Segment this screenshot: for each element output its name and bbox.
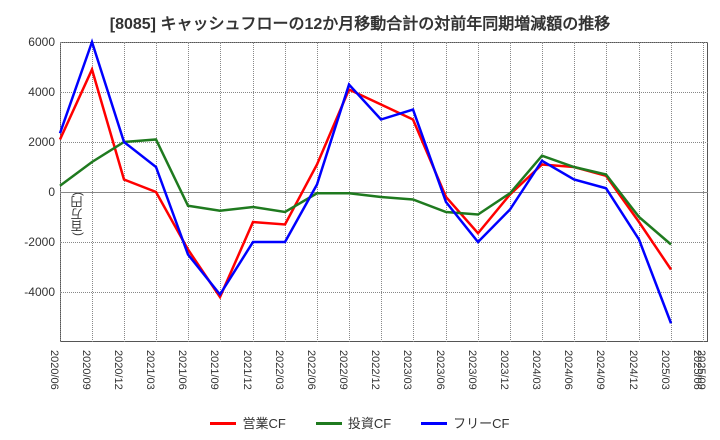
free-cf-swatch	[421, 422, 447, 425]
x-label-9: 2022/09	[337, 350, 349, 390]
x-label-11: 2023/03	[401, 350, 413, 390]
investing-cf-line[interactable]	[60, 140, 671, 245]
free-cf-line[interactable]	[60, 42, 671, 323]
legend-item-operating-cf[interactable]: 営業CF	[210, 417, 285, 430]
free-cf-label: フリーCF	[453, 417, 509, 430]
x-label-12: 2023/06	[434, 350, 446, 390]
y-tick-3: 0	[10, 185, 55, 199]
x-label-8: 2022/06	[305, 350, 317, 390]
data-lines-svg	[60, 42, 708, 342]
x-label-5: 2021/09	[208, 350, 220, 390]
investing-cf-swatch	[316, 422, 342, 425]
x-label-6: 2021/12	[241, 350, 253, 390]
y-tick-1: 4000	[10, 85, 55, 99]
x-label-0: 2020/06	[48, 350, 60, 390]
x-label-19: 2025/03	[659, 350, 671, 390]
x-label-2: 2020/12	[112, 350, 124, 390]
y-tick-2: 2000	[10, 135, 55, 149]
y-tick-4: -2000	[10, 235, 55, 249]
y-tick-0: 6000	[10, 35, 55, 49]
legend-item-investing-cf[interactable]: 投資CF	[316, 417, 391, 430]
investing-cf-label: 投資CF	[348, 417, 391, 430]
x-label-15: 2024/03	[530, 350, 542, 390]
chart-title: [8085] キャッシュフローの12か月移動合計の対前年同期増減額の推移	[0, 0, 720, 34]
legend-container: 営業CF 投資CF フリーCF	[0, 417, 720, 430]
x-label-14: 2023/12	[498, 350, 510, 390]
x-label-3: 2021/03	[144, 350, 156, 390]
x-label-7: 2022/03	[273, 350, 285, 390]
x-label-21: 2025/09	[695, 350, 707, 390]
chart-container: [8085] キャッシュフローの12か月移動合計の対前年同期増減額の推移 (百万…	[0, 0, 720, 440]
x-label-16: 2024/06	[562, 350, 574, 390]
x-label-10: 2022/12	[369, 350, 381, 390]
x-axis-labels: 2020/06 2020/09 2020/12 2021/03 2021/06 …	[60, 346, 708, 406]
operating-cf-label: 営業CF	[242, 417, 285, 430]
x-label-4: 2021/06	[176, 350, 188, 390]
operating-cf-swatch	[210, 422, 236, 425]
x-label-18: 2024/12	[627, 350, 639, 390]
legend-item-free-cf[interactable]: フリーCF	[421, 417, 509, 430]
x-label-1: 2020/09	[80, 350, 92, 390]
x-label-17: 2024/09	[594, 350, 606, 390]
x-label-13: 2023/09	[466, 350, 478, 390]
y-tick-5: -4000	[10, 285, 55, 299]
plot-area: (百万円) 6000 4000 2000 0 -2000 -4000	[60, 42, 708, 342]
